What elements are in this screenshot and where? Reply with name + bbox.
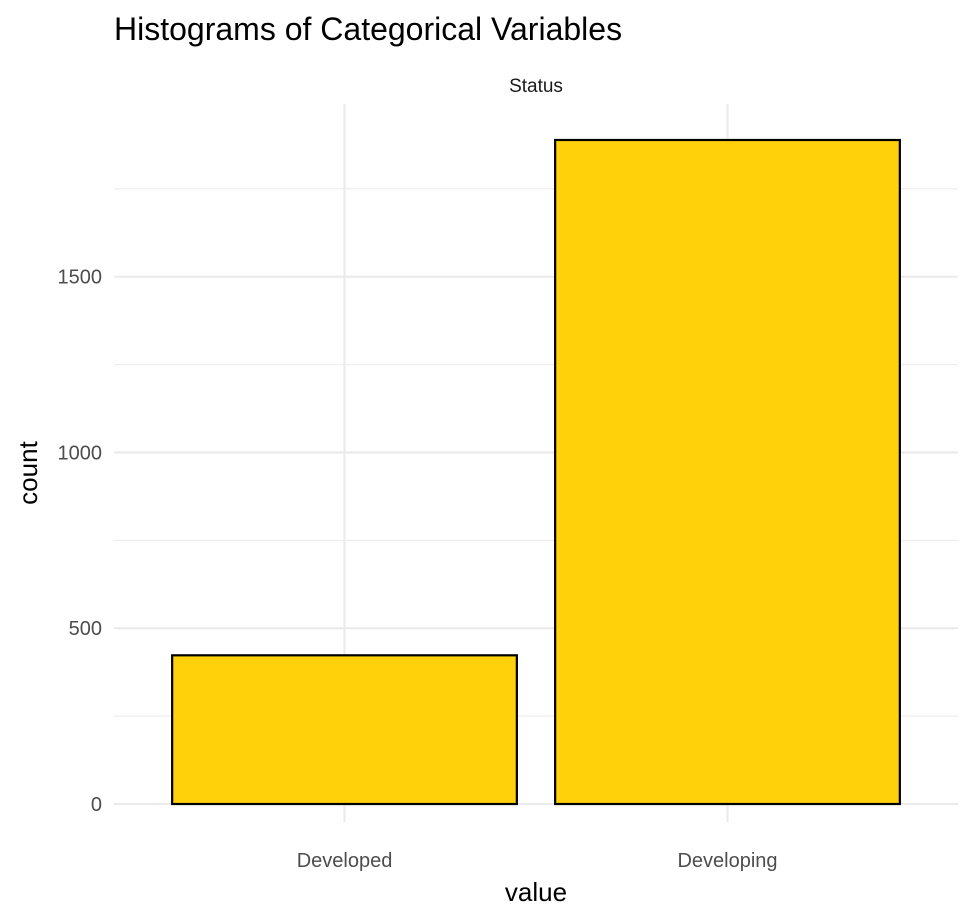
facet-strip-label: Status <box>509 76 563 97</box>
y-tick-label: 0 <box>91 794 102 816</box>
y-tick-label: 500 <box>69 618 102 640</box>
x-tick-label: Developed <box>297 850 393 872</box>
chart-title: Histograms of Categorical Variables <box>114 11 622 47</box>
bar-developed <box>171 654 518 806</box>
bar-developing <box>554 138 901 806</box>
bars <box>171 138 901 806</box>
y-tick-label: 1500 <box>58 267 103 289</box>
x-axis-title: value <box>505 877 567 907</box>
tick-labels: 0 500 1000 1500 Developed Developing <box>58 267 778 872</box>
y-axis-title: count <box>13 440 43 504</box>
x-tick-label: Developing <box>677 850 777 872</box>
y-tick-label: 1000 <box>58 442 103 464</box>
